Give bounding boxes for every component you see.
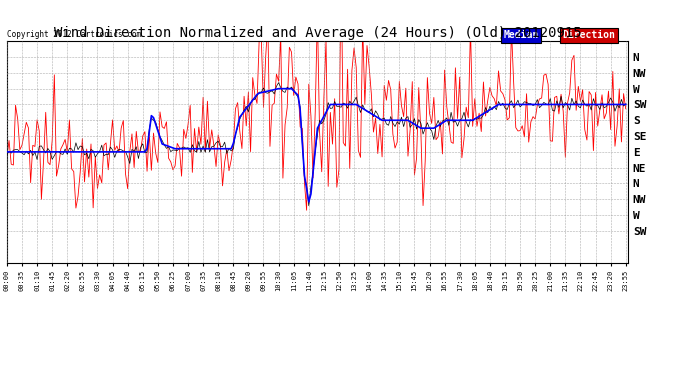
Title: Wind Direction Normalized and Average (24 Hours) (Old) 20120915: Wind Direction Normalized and Average (2… [54, 26, 581, 40]
Text: Direction: Direction [562, 30, 615, 40]
Text: Median: Median [504, 30, 539, 40]
Text: Copyright 2012 Cartronics.com: Copyright 2012 Cartronics.com [7, 30, 141, 39]
